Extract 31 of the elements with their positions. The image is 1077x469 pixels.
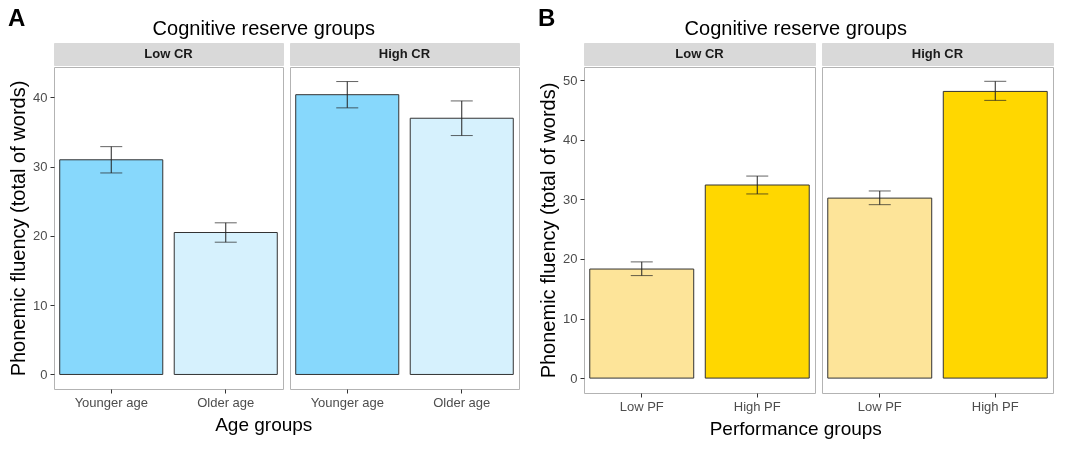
chart-title: High CR <box>911 46 964 61</box>
y-axis-title: Phonemic fluency (total of words) <box>7 80 30 377</box>
x-tick-label: High PF <box>971 398 1019 414</box>
x-tick-label: Older age <box>197 394 255 410</box>
x-axis-title: Performance groups <box>709 417 882 439</box>
y-tick-label: 20 <box>563 251 578 267</box>
y-tick-label: 40 <box>563 132 578 148</box>
y-tick-label: 20 <box>33 228 48 244</box>
text: Cognitive reserve groups <box>684 16 907 39</box>
x-tick-label: Low PF <box>857 398 902 414</box>
y-tick-label: 40 <box>33 89 48 105</box>
chart-title: Low CR <box>144 46 194 61</box>
y-tick-label: 50 <box>563 72 578 88</box>
text: B <box>538 3 556 31</box>
chart-title: High CR <box>378 46 431 61</box>
y-axis-title: Phonemic fluency (total of words) <box>537 82 560 379</box>
x-tick-label: Younger age <box>310 394 384 410</box>
x-tick-label: Younger age <box>74 394 148 410</box>
chart-title: Low CR <box>675 46 725 61</box>
y-tick-label: 0 <box>570 370 578 386</box>
text: Cognitive reserve groups <box>152 16 375 39</box>
x-tick-label: Low PF <box>619 398 664 414</box>
x-tick-label: High PF <box>733 398 781 414</box>
y-tick-label: 30 <box>33 159 48 175</box>
x-tick-label: Older age <box>433 394 491 410</box>
y-tick-label: 10 <box>563 311 578 326</box>
x-axis-title: Age groups <box>215 413 313 435</box>
y-tick-label: 10 <box>33 297 48 313</box>
y-tick-label: 30 <box>563 191 578 207</box>
y-tick-label: 0 <box>40 366 48 382</box>
text: A <box>8 3 26 31</box>
